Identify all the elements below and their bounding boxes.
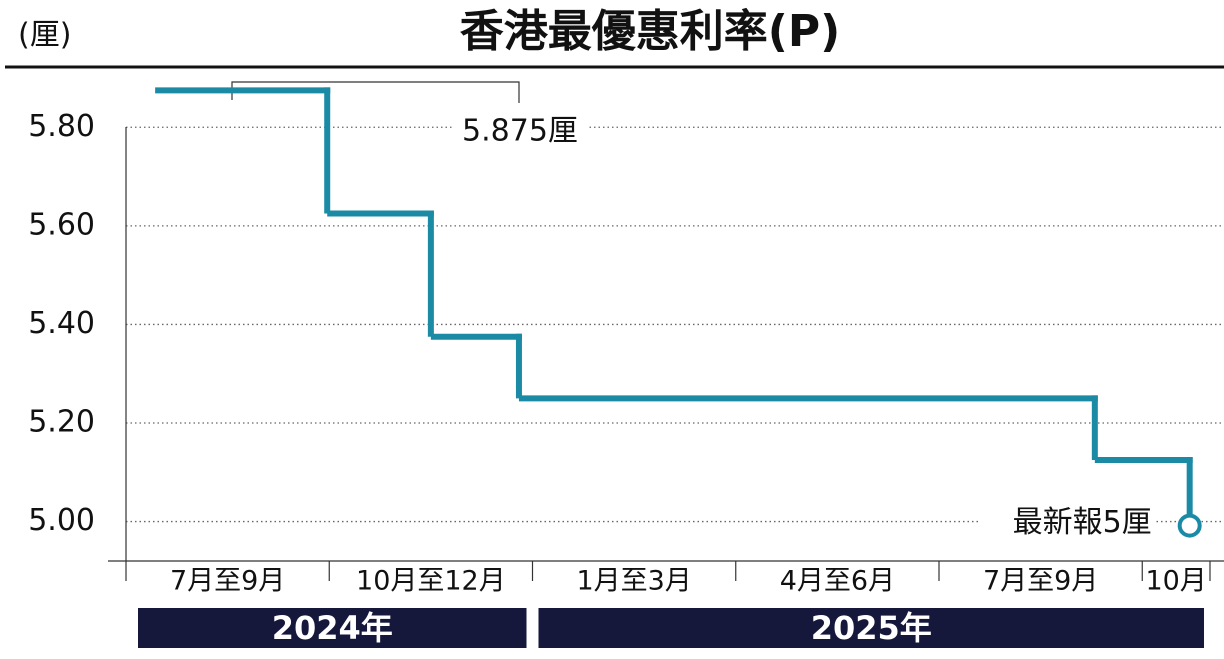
- x-tick-label: 10月至12月: [356, 566, 506, 597]
- x-tick-label: 4月至6月: [780, 566, 895, 597]
- year-band: [538, 608, 1204, 648]
- year-label: 2024年: [272, 609, 393, 647]
- y-tick-label: 5.60: [28, 207, 95, 242]
- y-unit: (厘): [18, 18, 71, 53]
- y-tick-label: 5.80: [28, 109, 95, 144]
- x-tick-label: 1月至3月: [576, 566, 691, 597]
- label-bg: [979, 501, 1155, 542]
- x-tick-label: 7月至9月: [983, 566, 1098, 597]
- x-tick-label: 10月: [1145, 566, 1206, 597]
- y-tick-label: 5.40: [28, 306, 95, 341]
- year-band: [138, 608, 527, 648]
- year-label: 2025年: [811, 609, 932, 647]
- chart-title: 香港最優惠利率(P): [460, 6, 840, 57]
- label-bg: [452, 114, 588, 150]
- annotation: 5.875厘: [462, 114, 578, 149]
- x-tick-label: 7月至9月: [170, 566, 285, 597]
- y-tick-label: 5.00: [28, 503, 95, 538]
- y-tick-label: 5.20: [28, 405, 95, 440]
- latest-point: [1177, 513, 1202, 538]
- annotation: 最新報5厘: [1013, 505, 1152, 540]
